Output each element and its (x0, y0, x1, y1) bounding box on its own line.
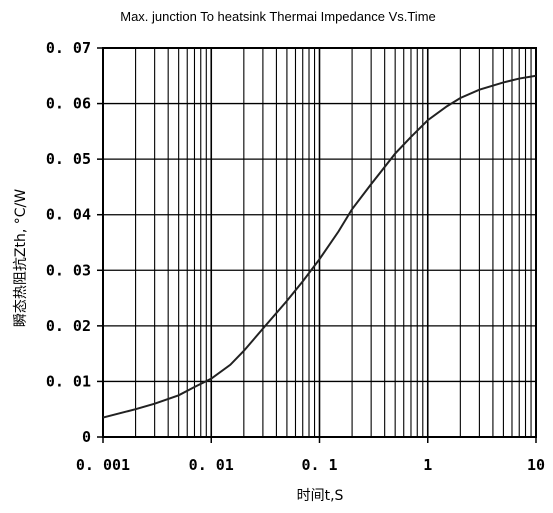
x-tick-label: 0. 01 (189, 456, 234, 474)
y-axis-label: 瞬态热阻抗Zth, °C/W (13, 189, 29, 327)
horizontal-gridlines (103, 102, 536, 383)
y-tick-label: 0. 01 (46, 372, 91, 390)
y-tick-label: 0. 02 (46, 317, 91, 335)
x-tick-label: 0. 1 (301, 456, 337, 474)
y-tick-labels: 0 0. 01 0. 02 0. 03 0. 04 0. 05 0. 06 0. 07 (46, 39, 103, 446)
x-tick-label: 10 (527, 456, 545, 474)
x-tick-label: 1 (423, 456, 432, 474)
impedance-curve (102, 74, 537, 419)
y-tick-label: 0. 04 (46, 206, 91, 224)
y-tick-label: 0. 07 (46, 39, 91, 57)
x-tick-labels: 0. 001 0. 01 0. 1 1 10 (76, 437, 545, 474)
x-axis-label: 时间t,S (297, 488, 344, 504)
chart-title: Max. junction To heatsink Thermai Impeda… (120, 9, 436, 24)
vertical-gridlines (135, 48, 532, 437)
y-tick-label: 0. 05 (46, 150, 91, 168)
y-tick-label: 0. 03 (46, 261, 91, 279)
y-tick-label: 0. 06 (46, 95, 91, 113)
x-tick-label: 0. 001 (76, 456, 130, 474)
y-tick-label: 0 (82, 428, 91, 446)
